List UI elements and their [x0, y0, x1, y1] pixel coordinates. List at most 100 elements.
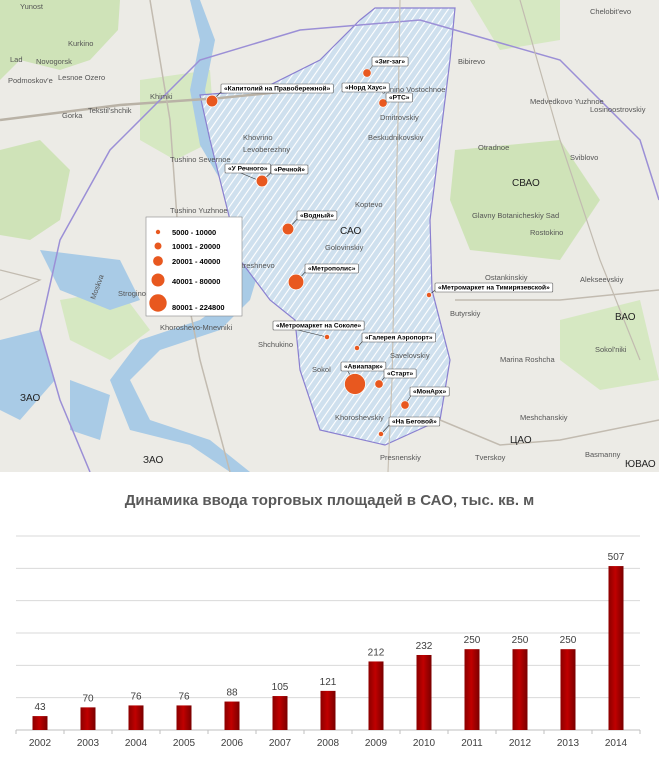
mall-marker: [362, 68, 372, 78]
place-label: Bibirevo: [458, 57, 485, 66]
data-label: 250: [512, 635, 529, 646]
x-tick-label: 2014: [605, 738, 628, 749]
data-label: 232: [416, 641, 433, 652]
x-tick-label: 2012: [509, 738, 532, 749]
legend-label: 80001 - 224800: [172, 303, 225, 312]
bar: [512, 649, 528, 730]
mall-label-box: [371, 56, 409, 67]
data-label: 43: [34, 702, 46, 713]
bar: [32, 716, 48, 730]
mall-label-box: [385, 92, 413, 103]
data-label: 121: [320, 677, 337, 688]
place-label: Ostankinskiy: [485, 273, 528, 282]
place-label: Alekseevskiy: [580, 275, 624, 284]
place-label: Lesnoe Ozero: [58, 73, 105, 82]
mall-label: «Метромаркет на Тимирязевской»: [438, 284, 550, 292]
mall-label: «РТС»: [389, 95, 410, 102]
mall-marker: [324, 334, 330, 340]
mall-label-box: [409, 386, 450, 397]
legend-label: 20001 - 40000: [172, 257, 220, 266]
chart-panel: Динамика ввода торговых площадей в САО, …: [0, 474, 659, 760]
map-svg: Yunost Kurkino Lad Novogorsk Podmoskov'e…: [0, 0, 659, 472]
mall-label-box: [296, 210, 338, 221]
mall-marker: [378, 98, 388, 108]
district-label: ЗАО: [20, 393, 40, 404]
x-tick-label: 2009: [365, 738, 388, 749]
district-label: СВАО: [512, 178, 540, 189]
bar: [80, 707, 96, 730]
place-label: Strogino: [118, 289, 146, 298]
place-label: Marina Roshcha: [500, 355, 555, 364]
bar: [224, 701, 240, 730]
mall-marker: [287, 273, 305, 291]
mall-label-box: [224, 163, 271, 174]
mall-marker: [205, 94, 219, 108]
data-label: 70: [82, 693, 94, 704]
mall-label: «Зиг-заг»: [375, 59, 405, 66]
place-label: Otradnoe: [478, 143, 509, 152]
data-label: 250: [560, 635, 577, 646]
place-label: Podmoskov'e: [8, 76, 53, 85]
mall-label: «Речной»: [274, 166, 305, 174]
mall-label-box: [341, 82, 390, 93]
mall-label-box: [270, 164, 309, 175]
mall-label: «На Беговой»: [392, 418, 437, 426]
bar-chart: 43 2002 70 2003 76 2004 76 2005 88 2006 105 2007 121…: [15, 535, 641, 749]
place-label: Golovinskiy: [325, 243, 364, 252]
bar: [128, 705, 144, 730]
mall-label: «Норд Хаус»: [345, 85, 387, 92]
mall-label-box: [220, 83, 334, 94]
bar: [272, 696, 288, 730]
place-label: Tverskoy: [475, 453, 506, 462]
legend-label: 5000 - 10000: [172, 228, 216, 237]
place-label: Basmanny: [585, 450, 621, 459]
place-label: Levoberezhny: [243, 145, 290, 154]
legend-symbol: [152, 255, 164, 267]
mall-label-box: [434, 282, 554, 293]
place-label: Sviblovo: [570, 153, 598, 162]
mall-marker: [426, 292, 432, 298]
place-label: Sokol'niki: [595, 345, 627, 354]
place-label: Khovrino: [243, 133, 273, 142]
mall-marker: [378, 431, 384, 437]
data-label: 250: [464, 635, 481, 646]
bar: [368, 661, 384, 730]
place-label: Meshchanskiy: [520, 413, 568, 422]
place-label: Butyrskiy: [450, 309, 481, 318]
mall-marker: [374, 379, 384, 389]
mall-markers: «Капитолий на Правобережной» «Зиг-заг» «Но…: [205, 56, 554, 437]
district-label: ЗАО: [143, 455, 163, 466]
legend-symbol: [150, 272, 166, 288]
mall-marker: [400, 400, 410, 410]
place-label: Savelovskiy: [390, 351, 430, 360]
mall-marker: [281, 222, 295, 236]
district-label: ЦАО: [510, 435, 532, 446]
district-label: ЮВАО: [625, 459, 656, 470]
place-label: Tushino Yuzhnoe: [170, 206, 228, 215]
x-tick-label: 2005: [173, 738, 196, 749]
data-label: 105: [272, 682, 289, 693]
place-label: Tushino Severnoe: [170, 155, 231, 164]
legend-symbol: [153, 241, 163, 251]
legend-label: 10001 - 20000: [172, 242, 220, 251]
chart-title: Динамика ввода торговых площадей в САО, …: [124, 492, 535, 509]
bar: [464, 649, 480, 730]
place-label: Khimki: [150, 92, 173, 101]
mall-label: «Капитолий на Правобережной»: [224, 85, 331, 93]
bar: [416, 654, 432, 730]
place-label: Gorka: [62, 111, 83, 120]
map-legend: 5000 - 10000 10001 - 20000 20001 - 40000…: [145, 216, 243, 317]
mall-label: «Старт»: [387, 371, 413, 378]
mall-label-box: [304, 263, 359, 274]
x-tick-label: 2006: [221, 738, 244, 749]
district-label: САО: [340, 226, 361, 237]
place-label: Lad: [10, 55, 23, 64]
place-label: Losinoostrovskiy: [590, 105, 646, 114]
bar: [320, 690, 336, 730]
mall-marker: [354, 345, 360, 351]
x-tick-label: 2008: [317, 738, 340, 749]
mall-label: «У Речного»: [228, 166, 268, 173]
legend-symbol: [148, 293, 168, 313]
place-label: Chelobit'evo: [590, 7, 631, 16]
place-label: Dmitrovskiy: [380, 113, 419, 122]
